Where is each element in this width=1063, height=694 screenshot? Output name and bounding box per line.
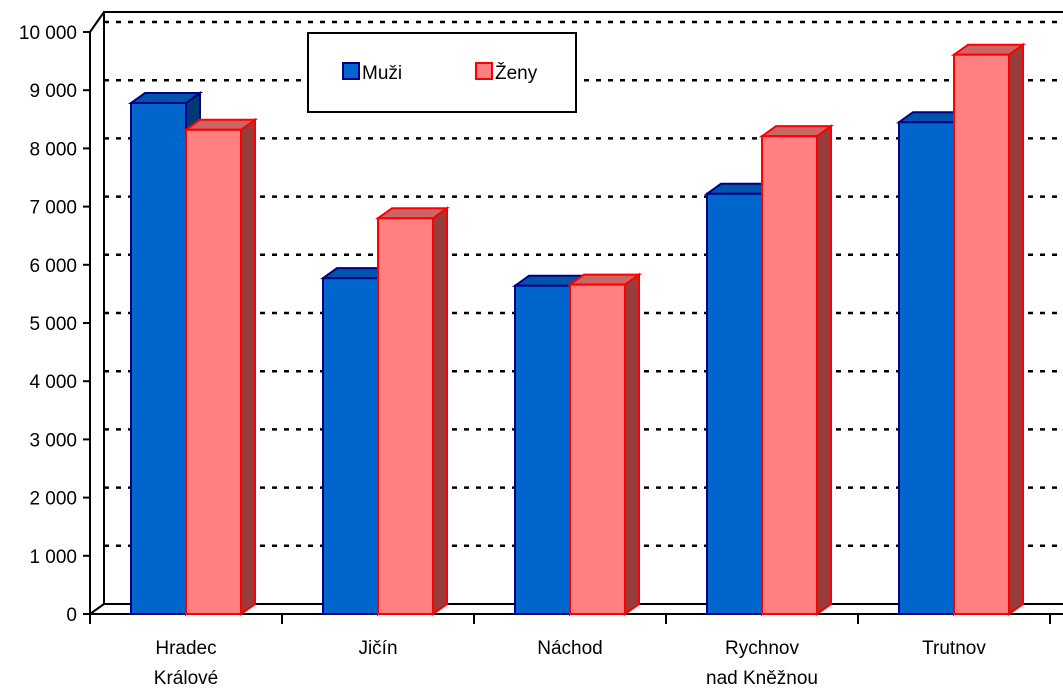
x-category-label: Rychnov nad Kněžnou (706, 638, 818, 689)
legend-swatch (475, 62, 493, 80)
legend-label: Muži (362, 63, 402, 84)
bar-front-face (569, 283, 626, 615)
x-category-label: Hradec Králové (154, 638, 218, 689)
bar-side-face (624, 272, 640, 616)
x-category-label: Trutnov (922, 638, 986, 659)
bar (950, 42, 1027, 616)
legend-swatch (342, 62, 360, 80)
bar-top-face (950, 43, 1027, 56)
bar-front-face (130, 102, 187, 615)
y-tick-label: 1 000 (29, 547, 77, 568)
bar (182, 117, 259, 616)
bar (374, 206, 451, 616)
y-tick-label: 0 (66, 605, 77, 626)
y-tick-label: 2 000 (29, 489, 77, 510)
bar (758, 124, 835, 616)
bar-top-face (182, 118, 259, 131)
bar-top-face (127, 92, 204, 105)
wall-top-edge (89, 11, 105, 33)
bar-front-face (898, 121, 955, 616)
bar-front-face (706, 192, 763, 616)
bar-top-face (374, 207, 451, 220)
bar-top-face (566, 273, 643, 286)
bar-front-face (377, 217, 434, 616)
floor-left-edge (89, 603, 105, 615)
bar-top-face (758, 125, 835, 138)
bar-front-face (761, 135, 818, 615)
x-category-label: Jičín (358, 638, 397, 659)
y-tick-labels: 0 1 000 2 000 3 000 4 000 5 000 6 000 7 000 8 00… (19, 23, 77, 626)
bar-front-face (322, 277, 379, 615)
y-tick-label: 6 000 (29, 256, 77, 277)
y-tick-label: 5 000 (29, 314, 77, 335)
bar-front-face (185, 128, 242, 615)
y-tick-label: 3 000 (29, 430, 77, 451)
bar (566, 272, 643, 616)
y-tick-label: 8 000 (29, 139, 77, 160)
y-tick-label: 9 000 (29, 81, 77, 102)
bar-front-face (953, 53, 1010, 615)
bars (127, 42, 1027, 616)
bar-side-face (1008, 42, 1024, 616)
y-tick-label: 10 000 (19, 23, 77, 44)
y-tick-label: 7 000 (29, 198, 77, 219)
bar-side-face (240, 117, 256, 616)
bar-side-face (816, 124, 832, 616)
y-tick-label: 4 000 (29, 372, 77, 393)
legend: Muži Ženy (307, 32, 577, 113)
legend-label: Ženy (495, 62, 538, 84)
x-category-label: Náchod (537, 638, 603, 659)
bar-front-face (514, 284, 571, 615)
x-category-labels: Hradec Králové Jičín Náchod Rychnov nad Kněžn… (154, 638, 987, 689)
bar-side-face (432, 206, 448, 616)
